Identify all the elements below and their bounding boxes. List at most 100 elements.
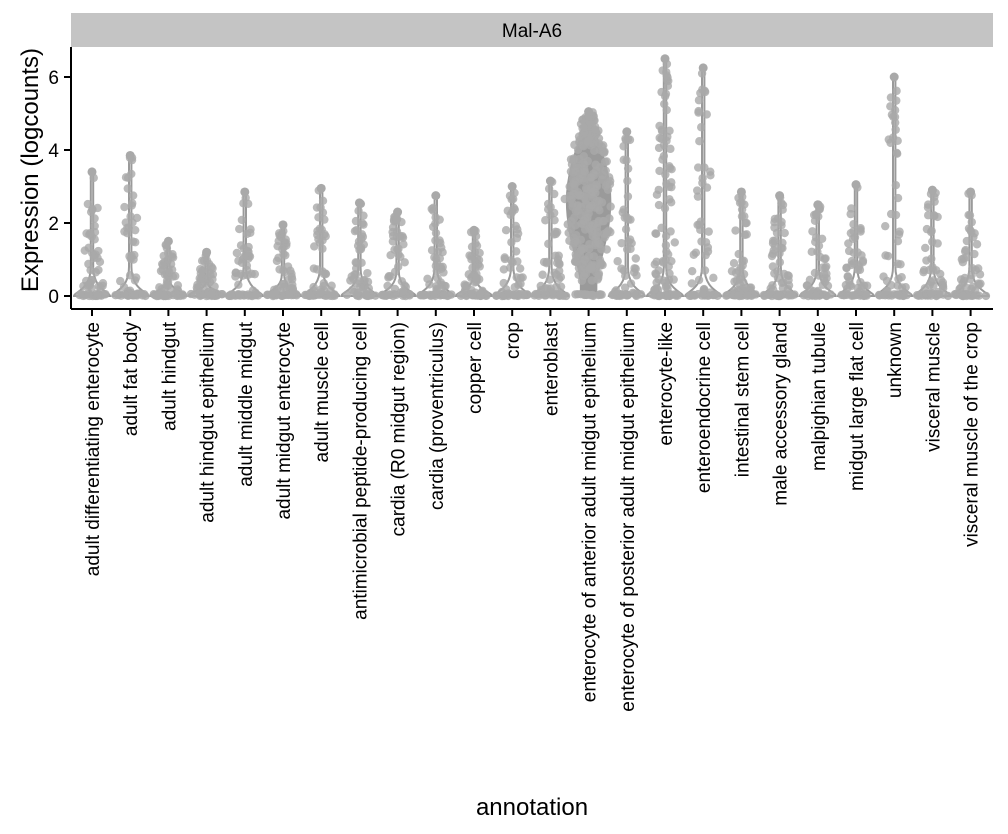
data-point: [662, 136, 671, 145]
data-point: [120, 202, 129, 212]
data-point: [277, 291, 287, 300]
data-point: [919, 265, 929, 275]
points-17: [722, 187, 760, 301]
data-point: [232, 248, 242, 258]
data-point: [543, 199, 553, 209]
data-point: [803, 281, 812, 290]
data-point: [397, 277, 407, 286]
data-point: [560, 194, 569, 204]
data-point: [929, 276, 938, 285]
data-point: [573, 238, 582, 248]
data-point: [651, 229, 661, 238]
data-point: [592, 222, 602, 232]
points-1: [111, 150, 150, 301]
data-point: [595, 239, 605, 249]
data-point: [936, 269, 945, 279]
x-tick-label: enterocyte of anterior adult midgut epit…: [580, 322, 601, 702]
x-tick-label: midgut large flat cell: [847, 322, 868, 491]
data-point: [321, 269, 331, 279]
data-point: [972, 240, 982, 249]
data-point: [573, 145, 583, 154]
data-point-max: [545, 176, 555, 186]
data-point: [700, 163, 709, 172]
data-point: [572, 252, 581, 262]
data-point: [595, 290, 605, 299]
data-point: [545, 275, 554, 284]
x-tick-label: malpighian tubule: [809, 322, 830, 471]
data-point: [499, 265, 509, 274]
data-point: [573, 188, 583, 197]
data-point: [536, 285, 546, 295]
points-layer: [75, 54, 991, 301]
data-point: [772, 291, 782, 300]
data-point: [279, 282, 288, 292]
data-point: [566, 224, 576, 233]
data-point: [821, 263, 830, 273]
points-6: [301, 183, 339, 301]
data-point-max: [469, 225, 479, 235]
data-point: [154, 290, 164, 299]
data-point: [892, 96, 901, 105]
points-12: [530, 176, 571, 301]
data-point: [974, 280, 984, 289]
data-point: [862, 291, 871, 300]
data-point: [974, 291, 984, 300]
data-point: [923, 203, 933, 212]
data-point: [470, 248, 480, 257]
data-point: [699, 289, 709, 298]
data-point: [652, 190, 662, 199]
data-point-max: [507, 182, 517, 191]
x-tick-label: copper cell: [465, 322, 486, 414]
data-point: [548, 289, 558, 298]
data-point: [695, 136, 704, 146]
data-point: [283, 262, 293, 271]
data-point-max: [698, 63, 708, 73]
data-point: [250, 269, 260, 279]
data-point: [244, 290, 253, 299]
x-tick-label: cardia (R0 midgut region): [389, 322, 410, 536]
points-0: [75, 167, 110, 301]
data-point: [706, 167, 715, 176]
data-point: [846, 209, 855, 219]
data-point: [351, 216, 361, 226]
data-point: [923, 211, 933, 220]
points-14: [608, 127, 646, 301]
data-point: [700, 266, 710, 275]
data-point: [856, 227, 865, 236]
data-point: [596, 258, 605, 267]
data-point: [694, 275, 704, 285]
data-point: [626, 215, 635, 224]
data-point: [777, 221, 786, 230]
data-point: [769, 236, 778, 246]
data-point: [811, 237, 820, 247]
x-axis: adult differentiating enterocyte adult fa…: [71, 308, 993, 712]
data-point: [970, 249, 979, 259]
data-point: [125, 252, 134, 261]
data-point-max: [736, 187, 746, 197]
data-point: [550, 268, 559, 278]
y-tick-label: 0: [48, 287, 59, 308]
x-tick-label: crop: [503, 322, 524, 359]
points-4: [224, 187, 263, 301]
data-point: [687, 279, 697, 288]
data-point: [657, 125, 667, 135]
data-point: [235, 290, 244, 300]
data-point: [698, 178, 707, 188]
points-8: [377, 207, 414, 301]
data-point: [475, 262, 484, 271]
data-point: [601, 166, 610, 175]
data-point: [778, 283, 788, 293]
data-point: [287, 269, 296, 278]
data-point: [316, 203, 325, 212]
data-point: [654, 143, 664, 153]
data-point: [84, 243, 93, 252]
data-point-max: [125, 150, 135, 160]
data-point: [622, 245, 632, 254]
y-tick-label: 4: [48, 141, 59, 162]
data-point: [580, 166, 589, 176]
data-point: [584, 136, 593, 146]
data-point: [661, 282, 671, 292]
data-point: [848, 234, 858, 243]
y-axis: 0 2 4 6: [48, 47, 72, 309]
data-point: [358, 219, 367, 228]
